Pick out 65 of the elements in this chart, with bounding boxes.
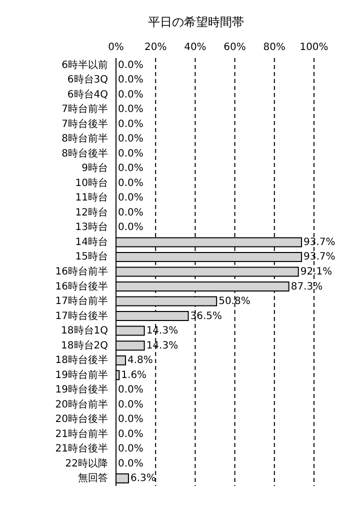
data-label: 92.1% [300,266,332,278]
y-tick-label: 16時台前半 [55,266,108,278]
y-tick-label: 17時台後半 [55,310,108,322]
data-label: 0.0% [118,384,144,396]
y-tick-label: 21時台後半 [55,442,108,455]
data-label: 14.3% [146,326,178,337]
y-tick-label: 無回答 [78,472,108,484]
x-tick-label: 40% [184,42,206,53]
y-tick-label: 14時台 [75,236,108,248]
data-label: 0.0% [118,104,144,116]
x-tick-label: 100% [300,42,328,53]
data-label: 0.0% [118,399,144,410]
y-tick-label: 6時半以前 [62,58,108,71]
data-label: 93.7% [304,252,336,263]
data-label: 50.8% [218,296,250,308]
data-label: 0.0% [118,74,144,86]
y-tick-label: 12時台 [75,206,108,218]
y-tick-label: 20時台後半 [55,413,108,426]
y-tick-label: 6時台3Q [67,74,108,86]
data-label: 0.0% [118,222,144,234]
data-label: 0.0% [118,178,144,189]
y-tick-label: 18時台1Q [61,324,108,337]
data-label: 0.0% [118,89,144,100]
data-label: 6.3% [130,473,156,484]
y-tick-label: 7時台前半 [62,103,108,116]
x-tick-label: 60% [224,42,246,53]
y-tick-label: 18時台2Q [61,339,108,352]
y-tick-label: 18時台後半 [55,354,108,366]
y-tick-label: 9時台 [82,162,108,174]
y-tick-label: 15時台 [75,250,108,263]
y-tick-label: 20時台前半 [55,398,108,410]
data-label: 0.0% [118,458,144,470]
y-tick-label: 8時台後半 [62,147,108,160]
x-tick-label: 20% [144,42,167,53]
y-tick-label: 7時台後半 [62,118,108,130]
data-label: 87.3% [290,281,323,292]
x-tick-label: 80% [263,42,286,53]
data-label: 0.0% [118,207,144,218]
x-tick-label: 0% [108,42,124,53]
data-label: 0.0% [118,148,144,160]
y-tick-label: 13時台 [75,221,108,234]
data-label: 0.0% [118,118,144,130]
data-label: 0.0% [118,192,144,204]
data-label: 93.7% [304,236,336,248]
y-tick-label: 21時台前半 [55,428,108,440]
data-label: 0.0% [118,134,144,145]
data-label: 0.0% [118,428,144,440]
y-tick-label: 11時台 [75,192,108,204]
data-label: 0.0% [118,163,144,174]
y-tick-label: 10時台 [75,176,108,189]
data-label: 36.5% [190,310,222,322]
data-label: 4.8% [128,355,153,366]
y-tick-label: 17時台前半 [55,295,108,308]
data-label: 0.0% [118,60,144,71]
y-tick-label: 22時以降 [65,457,108,470]
data-label: 0.0% [118,444,144,455]
chart-title: 平日の希望時間帯 [147,14,245,31]
y-tick-label: 6時台4Q [67,88,108,100]
y-tick-label: 16時台後半 [55,280,108,292]
y-tick-label: 19時台前半 [55,368,108,381]
data-label: 14.3% [146,340,178,352]
data-label: 0.0% [118,414,144,426]
y-tick-label: 19時台後半 [55,384,108,396]
data-label: 1.6% [121,370,147,381]
y-tick-label: 8時台前半 [62,132,108,145]
